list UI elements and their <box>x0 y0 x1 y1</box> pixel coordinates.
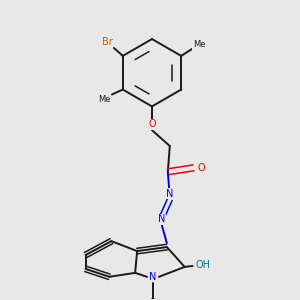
Text: N: N <box>149 272 157 282</box>
Text: OH: OH <box>195 260 210 270</box>
Text: Br: Br <box>102 37 112 47</box>
Text: Me: Me <box>98 95 110 104</box>
Text: Me: Me <box>193 40 205 50</box>
Text: O: O <box>148 119 156 129</box>
Text: N: N <box>158 214 166 224</box>
Text: N: N <box>166 189 173 199</box>
Text: O: O <box>198 163 205 173</box>
